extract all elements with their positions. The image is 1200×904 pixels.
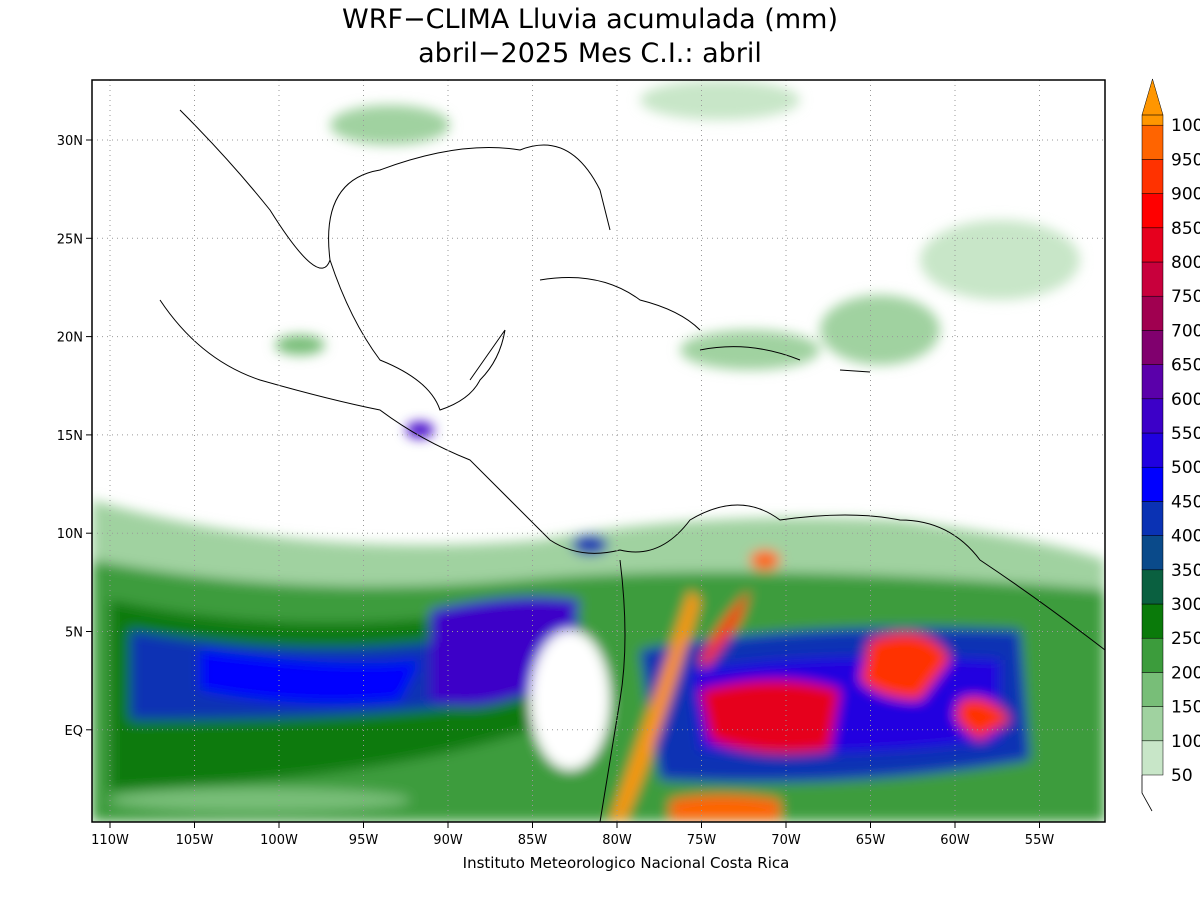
title-line-1: WRF−CLIMA Lluvia acumulada (mm) <box>342 4 838 35</box>
colorbar-swatch <box>1141 501 1164 536</box>
colorbar-swatch <box>1141 193 1164 229</box>
y-tick-label: 15N <box>57 429 83 444</box>
x-tick-label: 100W <box>260 833 298 848</box>
x-tick-label: 85W <box>518 833 548 848</box>
colorbar-label: 500 <box>1171 458 1200 478</box>
colorbar-swatch <box>1141 432 1164 468</box>
colorbar-swatch <box>1141 330 1164 365</box>
colorbar-swatch <box>1141 114 1164 126</box>
x-tick-label: 95W <box>349 833 379 848</box>
x-tick-label: 75W <box>687 833 717 848</box>
axis-labels: 110W 105W 100W 95W 90W 85W 80W 75W 70W 65W 60W 55W 3… <box>57 134 1055 848</box>
colorbar-label: 350 <box>1171 561 1200 581</box>
colorbar-swatch <box>1141 261 1164 297</box>
colorbar-label: 750 <box>1171 287 1200 307</box>
colorbar-swatch <box>1141 159 1164 194</box>
colorbar-label: 950 <box>1171 150 1200 170</box>
x-tick-label: 65W <box>856 833 886 848</box>
colorbar-swatch <box>1141 535 1164 571</box>
colorbar-swatch <box>1141 466 1164 502</box>
x-tick-label: 55W <box>1025 833 1055 848</box>
colorbar-label: 1000 <box>1171 116 1200 136</box>
colorbar-label: 600 <box>1171 390 1200 410</box>
colorbar-label: 300 <box>1171 595 1200 615</box>
y-tick-label: 5N <box>65 626 83 641</box>
y-tick-label: EQ <box>65 724 83 739</box>
x-tick-label: 60W <box>940 833 970 848</box>
colorbar-label: 200 <box>1171 663 1200 683</box>
colorbar-label: 400 <box>1171 527 1200 547</box>
colorbar-label: 650 <box>1171 356 1200 376</box>
colorbar-label: 850 <box>1171 219 1200 239</box>
colorbar-tail <box>1141 775 1153 812</box>
title-line-2: abril−2025 Mes C.I.: abril <box>418 38 762 69</box>
colorbar-swatch <box>1141 569 1164 605</box>
x-tick-label: 70W <box>771 833 801 848</box>
y-tick-label: 20N <box>57 331 83 346</box>
colorbar-label: 100 <box>1171 732 1200 752</box>
colorbar-swatch <box>1141 672 1164 707</box>
x-tick-label: 80W <box>602 833 632 848</box>
colorbar-label: 50 <box>1171 766 1193 786</box>
colorbar-label: 800 <box>1171 253 1200 273</box>
colorbar-label: 700 <box>1171 321 1200 341</box>
colorbar-label: 550 <box>1171 424 1200 444</box>
colorbar-swatch <box>1141 637 1164 673</box>
colorbar-swatch <box>1141 740 1164 776</box>
graticule <box>92 80 1105 822</box>
y-tick-label: 25N <box>57 232 83 247</box>
colorbar-swatch <box>1141 364 1164 400</box>
colorbar-label: 450 <box>1171 492 1200 512</box>
precipitation-field <box>92 80 1105 822</box>
footer: Instituto Meteorologico Nacional Costa R… <box>463 854 790 872</box>
colorbar-swatch <box>1141 603 1164 639</box>
colorbar-arrow <box>1141 78 1164 116</box>
y-tick-label: 30N <box>57 134 83 149</box>
colorbar-swatch <box>1141 398 1164 434</box>
colorbar-swatch <box>1141 706 1164 742</box>
colorbar-swatch <box>1141 295 1164 331</box>
x-tick-label: 110W <box>91 833 129 848</box>
colorbar: 50 100 150 200 250 300 350 400 450 500 550 600 650 70… <box>1141 78 1200 812</box>
colorbar-swatch <box>1141 227 1164 263</box>
colorbar-label: 250 <box>1171 629 1200 649</box>
colorbar-swatch <box>1141 124 1164 160</box>
x-tick-label: 105W <box>176 833 214 848</box>
colorbar-label: 150 <box>1171 698 1200 718</box>
y-tick-label: 10N <box>57 527 83 542</box>
colorbar-label: 900 <box>1171 185 1200 205</box>
x-tick-label: 90W <box>433 833 463 848</box>
map-frame <box>91 79 1106 823</box>
